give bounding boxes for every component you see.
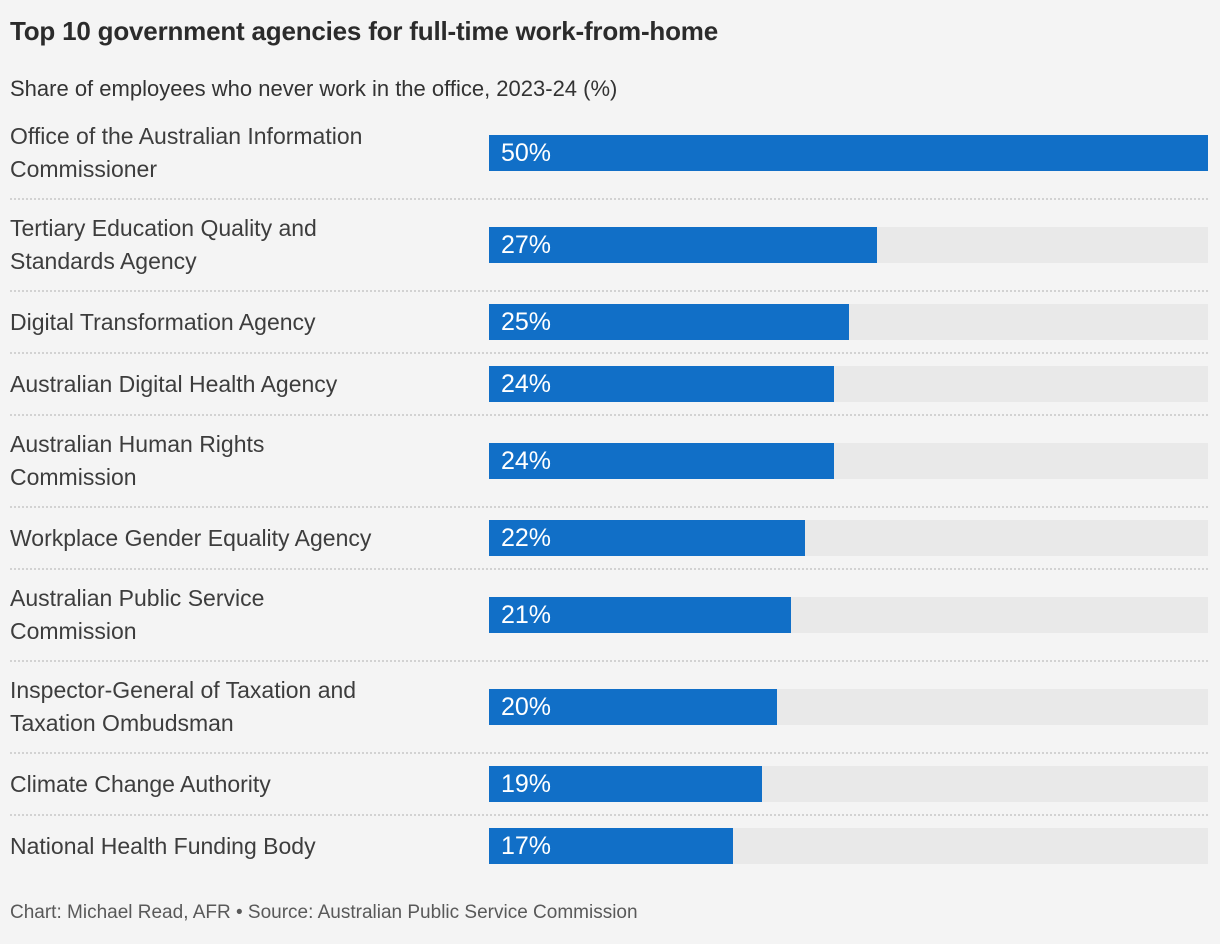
- bar: 22%: [489, 520, 806, 556]
- bar-track: 24%: [489, 366, 1208, 402]
- chart-row: National Health Funding Body 17%: [10, 816, 1208, 876]
- chart-row: Inspector-General of Taxation and Taxati…: [10, 662, 1208, 754]
- bar-track: 20%: [489, 689, 1208, 725]
- bar: 25%: [489, 304, 849, 340]
- category-label: Australian Public Service Commission: [10, 585, 265, 644]
- chart-row: Australian Human Rights Commission 24%: [10, 416, 1208, 508]
- bar-track: 50%: [489, 135, 1208, 171]
- chart-subtitle: Share of employees who never work in the…: [10, 76, 618, 101]
- chart-row: Climate Change Authority 19%: [10, 754, 1208, 816]
- bar: 27%: [489, 227, 878, 263]
- bar-value-label: 27%: [501, 230, 552, 259]
- bar-track: 22%: [489, 520, 1208, 556]
- bar: 19%: [489, 766, 763, 802]
- bar-value-label: 19%: [501, 769, 552, 798]
- bar-track: 25%: [489, 304, 1208, 340]
- category-label: National Health Funding Body: [10, 832, 316, 859]
- bar: 24%: [489, 443, 835, 479]
- chart-row: Workplace Gender Equality Agency 22%: [10, 508, 1208, 570]
- bar-value-label: 17%: [501, 831, 552, 860]
- bar-value-label: 22%: [501, 523, 552, 552]
- bar-track: 17%: [489, 828, 1208, 864]
- chart-row: Office of the Australian Information Com…: [10, 108, 1208, 200]
- bar-track: 21%: [489, 597, 1208, 633]
- bar: 21%: [489, 597, 791, 633]
- bar-chart: Office of the Australian Information Com…: [10, 108, 1208, 876]
- category-label: Australian Human Rights Commission: [10, 431, 265, 490]
- bar-value-label: 25%: [501, 307, 552, 336]
- category-label: Climate Change Authority: [10, 770, 271, 797]
- bar-track: 19%: [489, 766, 1208, 802]
- category-label: Inspector-General of Taxation and Taxati…: [10, 677, 357, 736]
- chart-credit: Chart: Michael Read, AFR • Source: Austr…: [10, 902, 638, 923]
- bar: 50%: [489, 135, 1208, 171]
- chart-row: Digital Transformation Agency 25%: [10, 292, 1208, 354]
- bar-value-label: 24%: [501, 446, 552, 475]
- chart-row: Australian Digital Health Agency 24%: [10, 354, 1208, 416]
- category-label: Office of the Australian Information Com…: [10, 123, 363, 182]
- category-label: Digital Transformation Agency: [10, 308, 316, 335]
- chart-row: Tertiary Education Quality and Standards…: [10, 200, 1208, 292]
- bar-track: 24%: [489, 443, 1208, 479]
- bar-value-label: 20%: [501, 692, 552, 721]
- bar: 20%: [489, 689, 777, 725]
- bar: 24%: [489, 366, 835, 402]
- category-label: Tertiary Education Quality and Standards…: [10, 215, 317, 274]
- chart-title: Top 10 government agencies for full-time…: [10, 16, 718, 46]
- chart-row: Australian Public Service Commission 21%: [10, 570, 1208, 662]
- bar-track: 27%: [489, 227, 1208, 263]
- category-label: Workplace Gender Equality Agency: [10, 524, 372, 551]
- bar-value-label: 50%: [501, 138, 552, 167]
- bar: 17%: [489, 828, 734, 864]
- category-label: Australian Digital Health Agency: [10, 370, 338, 397]
- bar-value-label: 21%: [501, 600, 552, 629]
- bar-value-label: 24%: [501, 369, 552, 398]
